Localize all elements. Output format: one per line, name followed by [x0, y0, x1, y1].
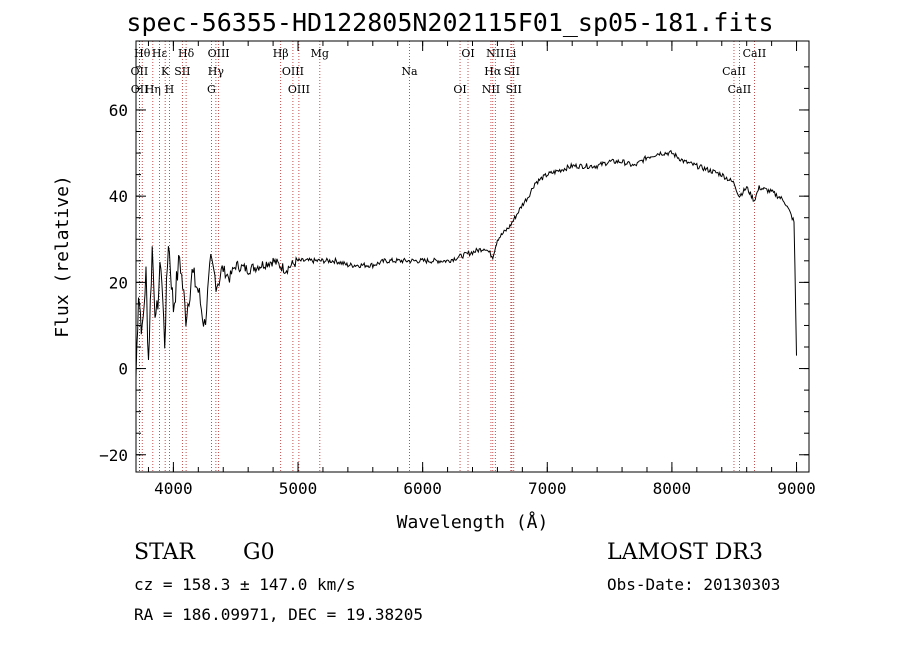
x-axis: 4000 5000 6000 7000 8000 9000 [147, 41, 816, 498]
y-tick-label: −20 [99, 446, 128, 465]
observation-date: Obs-Date: 20130303 [607, 575, 781, 594]
line-marker-label: CaII [722, 65, 746, 78]
line-marker-label: Hδ [178, 47, 195, 60]
line-marker-label: NII [482, 83, 500, 96]
line-marker-label: K [161, 65, 170, 78]
object-class: STAR [134, 540, 195, 565]
line-marker-label: CaII [728, 83, 752, 96]
y-tick-label: 0 [118, 360, 128, 379]
y-tick-label: 20 [109, 273, 128, 292]
coordinates: RA = 186.09971, DEC = 19.38205 [134, 605, 423, 624]
line-marker-label: OI [461, 47, 474, 60]
line-marker-label: SII [174, 65, 190, 78]
x-tick-label: 4000 [154, 479, 193, 498]
y-tick-label: 40 [109, 187, 128, 206]
line-marker-label: Mg [311, 47, 329, 60]
spectrum-line [135, 149, 797, 378]
line-marker-label: Hθ [134, 47, 151, 60]
line-marker-label: SII [504, 65, 520, 78]
x-tick-label: 6000 [403, 479, 442, 498]
survey-name: LAMOST DR3 [607, 540, 763, 565]
x-tick-label: 7000 [528, 479, 567, 498]
y-axis-label: Flux (relative) [52, 175, 73, 338]
y-axis: −20 0 20 40 60 [99, 66, 809, 465]
y-tick-label: 60 [109, 101, 128, 120]
line-marker-label: CaII [743, 47, 767, 60]
line-marker-label: Li [505, 47, 516, 60]
line-marker-label: G [207, 83, 216, 96]
plot-frame [135, 40, 810, 473]
line-marker-label: H [165, 83, 175, 96]
redshift-info: cz = 158.3 ± 147.0 km/s [134, 575, 356, 594]
spectral-line-markers [138, 41, 755, 472]
line-marker-label: OIII [288, 83, 310, 96]
x-tick-label: 5000 [279, 479, 318, 498]
line-marker-label: NII [486, 47, 504, 60]
line-marker-label: Hη [145, 83, 161, 96]
object-subclass: G0 [243, 540, 275, 565]
line-marker-label: OIII [208, 47, 230, 60]
x-tick-label: 9000 [777, 479, 816, 498]
line-marker-label: Hε [152, 47, 168, 60]
line-marker-label: OIII [282, 65, 304, 78]
chart-title: spec-56355-HD122805N202115F01_sp05-181.f… [126, 8, 774, 37]
x-tick-label: 8000 [653, 479, 692, 498]
line-marker-label: OII [131, 83, 149, 96]
x-axis-label: Wavelength (Å) [397, 511, 549, 533]
line-marker-label: Hα [484, 65, 502, 78]
line-marker-label: OI [453, 83, 466, 96]
line-marker-label: Hγ [208, 65, 225, 78]
line-marker-label: SII [506, 83, 522, 96]
spectral-line-labels: HθOIIOIIHεKHHδSIIHηOIIIHγGHβOIIIOIIIMgNa… [131, 47, 767, 96]
line-marker-label: Hβ [273, 47, 289, 60]
line-marker-label: Na [401, 65, 418, 78]
line-marker-label: OII [131, 65, 149, 78]
